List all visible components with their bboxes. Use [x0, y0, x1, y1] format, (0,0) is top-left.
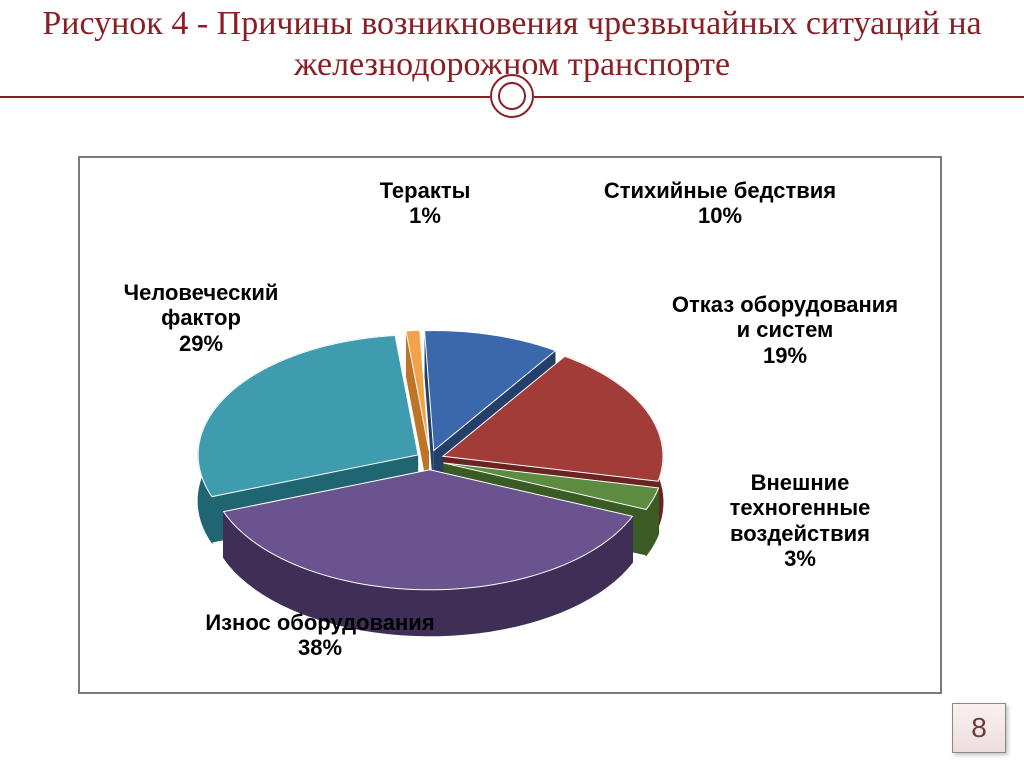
slice-label: Внешние техногенные воздействия 3%: [660, 470, 940, 571]
slice-label: Стихийные бедствия 10%: [580, 178, 860, 229]
pie-chart: [0, 0, 1024, 767]
slice-label: Отказ оборудования и систем 19%: [640, 292, 930, 368]
slice-label: Теракты 1%: [350, 178, 500, 229]
page-number: 8: [971, 712, 987, 744]
slide: Рисунок 4 - Причины возникновения чрезвы…: [0, 0, 1024, 767]
pie-svg: [0, 0, 1024, 767]
slice-label: Человеческий фактор 29%: [86, 280, 316, 356]
slice-label: Износ оборудования 38%: [170, 610, 470, 661]
page-number-badge: 8: [952, 703, 1006, 753]
